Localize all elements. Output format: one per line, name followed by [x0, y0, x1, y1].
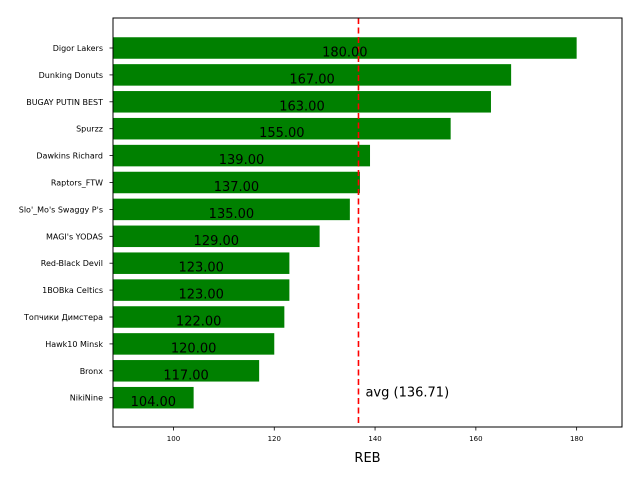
bar-value-label: 120.00	[171, 341, 217, 356]
bar-value-label: 123.00	[178, 261, 224, 276]
y-axis-ticks: Digor Lakers Dunking Donuts BUGAY PUTIN BE…	[19, 44, 113, 403]
bar-value-label: 139.00	[219, 153, 265, 168]
bar-value-label: 117.00	[163, 368, 209, 383]
bar	[113, 171, 360, 194]
bars-group	[113, 37, 577, 409]
bar-value-label: 122.00	[176, 315, 222, 330]
y-tick-label: Spurzz	[76, 125, 103, 134]
bar	[113, 198, 350, 221]
bar-value-label: 135.00	[209, 207, 255, 222]
x-tick-label: 120	[268, 435, 281, 443]
bar	[113, 117, 451, 140]
y-tick-label: Digor Lakers	[53, 44, 103, 53]
bar	[113, 91, 491, 113]
y-tick-label: Dawkins Richard	[36, 152, 103, 161]
y-tick-label: Bronx	[80, 367, 104, 376]
y-tick-label: 1BOBka Celtics	[42, 286, 103, 295]
plot-frame	[112, 17, 623, 428]
y-tick-label: MAGI's YODAS	[46, 232, 103, 241]
y-tick-label: Топчики Димстера	[23, 313, 103, 322]
bar	[113, 252, 290, 274]
x-tick-label: 140	[368, 435, 381, 443]
y-tick-label: Dunking Donuts	[39, 71, 103, 80]
bar	[113, 64, 512, 86]
x-axis-ticks: 100 120 140 160 180	[167, 427, 583, 443]
bar-value-label: 167.00	[289, 72, 335, 87]
bar	[113, 37, 577, 59]
bar	[113, 279, 290, 301]
bar	[113, 333, 275, 355]
bar-value-label: 104.00	[131, 395, 177, 410]
y-tick-label: Slo'_Mo's Swaggy P's	[19, 205, 103, 214]
bar-value-label: 163.00	[279, 99, 325, 114]
bar-value-label: 155.00	[259, 126, 305, 141]
x-tick-label: 180	[570, 435, 583, 443]
x-tick-label: 100	[167, 435, 180, 443]
bar-value-label: 123.00	[178, 288, 224, 303]
bar	[113, 306, 285, 328]
bar	[113, 225, 320, 248]
bar	[113, 360, 260, 382]
bar-value-label: 129.00	[194, 234, 240, 249]
bar	[113, 144, 371, 167]
bar-value-label: 180.00	[322, 46, 368, 61]
bar-value-labels: 180.00 167.00 163.00 155.00 139.00 137.00 135.…	[131, 46, 368, 411]
y-tick-label: BUGAY PUTIN BEST	[26, 98, 103, 107]
average-label: avg (136.71)	[365, 386, 449, 401]
y-tick-label: NikiNine	[70, 394, 103, 403]
bar	[113, 386, 194, 409]
y-tick-label: Hawk10 Minsk	[45, 340, 103, 349]
bar-value-label: 137.00	[214, 180, 260, 195]
x-axis-label: REB	[354, 451, 380, 466]
y-tick-label: Red-Black Devil	[41, 259, 103, 268]
x-tick-label: 160	[469, 435, 482, 443]
y-tick-label: Raptors_FTW	[51, 179, 103, 188]
